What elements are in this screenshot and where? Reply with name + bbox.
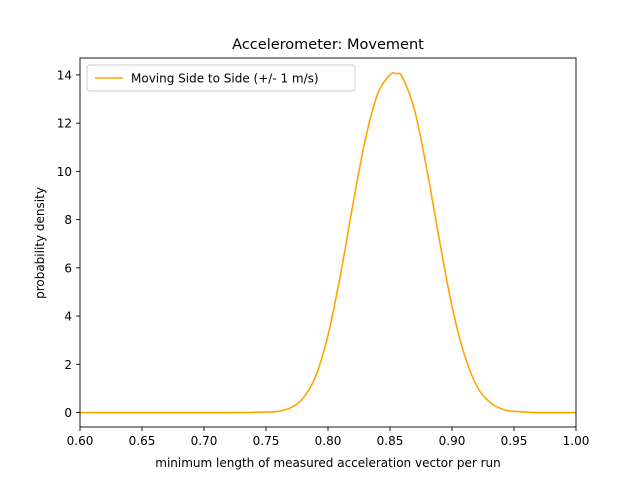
y-tick-label: 12	[57, 117, 72, 131]
x-axis-label: minimum length of measured acceleration …	[155, 456, 500, 470]
series-line-0	[79, 72, 577, 414]
legend-label: Moving Side to Side (+/- 1 m/s)	[131, 72, 319, 86]
x-tick-label: 0.70	[191, 434, 218, 448]
legend: Moving Side to Side (+/- 1 m/s)	[86, 64, 356, 92]
legend-box	[86, 64, 356, 92]
x-tick-label: 0.65	[129, 434, 156, 448]
x-tick-label: 0.90	[439, 434, 466, 448]
x-tick-label: 0.60	[67, 434, 94, 448]
x-tick-label: 0.75	[253, 434, 280, 448]
x-tick-label: 0.95	[501, 434, 528, 448]
y-tick-label: 2	[64, 358, 72, 372]
chart-title: Accelerometer: Movement	[232, 37, 424, 53]
y-tick-label: 6	[64, 261, 72, 275]
plot-frame	[79, 57, 577, 428]
plot-area	[79, 72, 577, 414]
x-tick-label: 1.00	[563, 434, 590, 448]
y-tick-label: 8	[64, 213, 72, 227]
axes: 0.60 0.65 0.70 0.75 0.80 0.85 0.90 0.95 1.00 0 2 4 6…	[57, 57, 590, 448]
y-tick-label: 0	[64, 406, 72, 420]
y-tick-label: 4	[64, 310, 72, 324]
x-tick-label: 0.80	[315, 434, 342, 448]
y-axis-label: probability density	[33, 187, 47, 299]
x-tick-label: 0.85	[377, 434, 404, 448]
y-tick-label: 10	[57, 165, 72, 179]
y-tick-label: 14	[57, 68, 72, 82]
